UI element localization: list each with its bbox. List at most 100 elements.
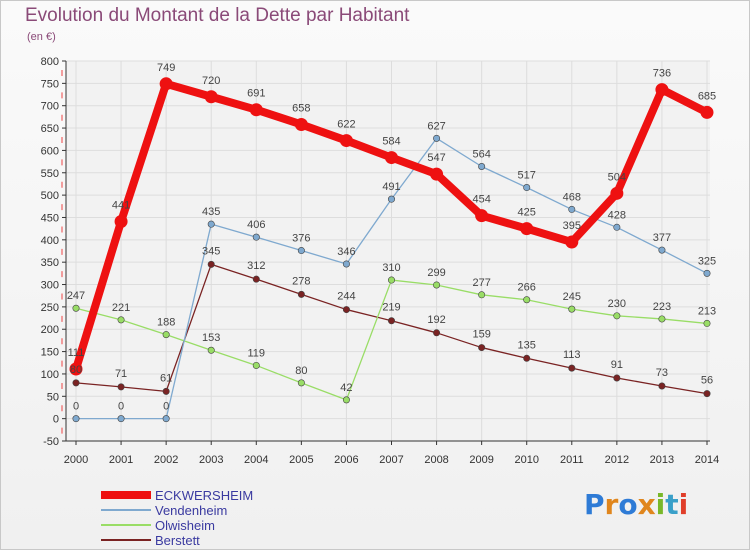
logo-letter: i	[678, 488, 689, 521]
data-label: 627	[427, 120, 445, 132]
data-point	[703, 319, 711, 327]
y-tick-label: 50	[47, 391, 59, 403]
data-point	[613, 374, 621, 382]
data-point	[610, 186, 624, 200]
data-label: 428	[608, 209, 626, 221]
data-point	[658, 382, 666, 390]
data-label: 71	[115, 368, 127, 380]
data-point	[297, 379, 305, 387]
logo-letter: t	[665, 488, 679, 521]
data-point	[204, 90, 218, 104]
data-label: 42	[340, 382, 352, 394]
data-point	[658, 315, 666, 323]
data-point	[69, 362, 83, 376]
logo-letter: x	[637, 488, 656, 521]
x-tick-label: 2008	[424, 454, 448, 466]
logo-letter: r	[604, 488, 619, 521]
data-point	[72, 415, 80, 423]
y-tick-label: 800	[41, 56, 59, 68]
data-point	[478, 291, 486, 299]
legend-swatch	[101, 509, 151, 511]
data-point	[252, 233, 260, 241]
data-label: 491	[382, 181, 400, 193]
data-point	[207, 346, 215, 354]
data-label: 230	[608, 298, 626, 310]
data-label: 91	[611, 359, 623, 371]
data-point	[565, 235, 579, 249]
data-point	[568, 205, 576, 213]
data-label: 720	[202, 75, 220, 87]
proxiti-logo: Proxiti	[584, 488, 688, 521]
x-tick-label: 2010	[514, 454, 538, 466]
data-label: 192	[427, 314, 445, 326]
data-label: 454	[472, 194, 490, 206]
legend-swatch	[101, 539, 151, 541]
data-label: 622	[337, 119, 355, 131]
y-tick-label: 0	[53, 414, 59, 426]
data-point	[207, 260, 215, 268]
data-point	[114, 214, 128, 228]
y-tick-label: 700	[41, 101, 59, 113]
chart-title: Evolution du Montant de la Dette par Hab…	[25, 5, 410, 26]
data-label: 73	[656, 367, 668, 379]
data-label: 299	[427, 267, 445, 279]
legend-label: Vendenheim	[155, 503, 228, 518]
legend-label: Berstett	[155, 533, 200, 548]
data-label: 221	[112, 302, 130, 314]
data-point	[162, 387, 170, 395]
data-label: 113	[563, 349, 581, 361]
x-tick-label: 2013	[650, 454, 674, 466]
data-label: 685	[698, 90, 716, 102]
plot-area	[66, 61, 710, 441]
data-label: 61	[160, 372, 172, 384]
data-label: 517	[518, 170, 536, 182]
data-point	[523, 354, 531, 362]
data-point	[613, 223, 621, 231]
data-point	[387, 276, 395, 284]
data-point	[478, 163, 486, 171]
data-point	[613, 312, 621, 320]
logo-letter: i	[655, 488, 666, 521]
data-point	[159, 77, 173, 91]
x-tick-label: 2000	[64, 454, 88, 466]
data-label: 312	[247, 260, 265, 272]
data-label: 278	[292, 275, 310, 287]
data-point	[342, 260, 350, 268]
data-label: 406	[247, 219, 265, 231]
data-label: 468	[563, 191, 581, 203]
data-label: 395	[563, 220, 581, 232]
data-point	[294, 117, 308, 131]
data-label: 325	[698, 255, 716, 267]
legend-label: ECKWERSHEIM	[155, 488, 254, 503]
legend-swatch	[101, 491, 151, 499]
data-label: 213	[698, 305, 716, 317]
data-point	[475, 209, 489, 223]
data-point	[433, 134, 441, 142]
y-tick-label: 500	[41, 190, 59, 202]
data-label: 219	[382, 302, 400, 314]
data-point	[117, 415, 125, 423]
data-point	[655, 83, 669, 97]
data-label: 310	[382, 262, 400, 274]
x-tick-label: 2009	[469, 454, 493, 466]
data-label: 0	[73, 401, 79, 413]
x-tick-label: 2003	[199, 454, 223, 466]
data-label: 245	[563, 291, 581, 303]
data-point	[523, 296, 531, 304]
data-point	[72, 304, 80, 312]
data-label: 135	[518, 339, 536, 351]
data-point	[478, 344, 486, 352]
data-label: 691	[247, 88, 265, 100]
logo-letter: o	[618, 488, 638, 521]
data-label: 504	[608, 171, 626, 183]
data-label: 80	[295, 365, 307, 377]
data-label: 435	[202, 206, 220, 218]
data-point	[252, 361, 260, 369]
data-label: 0	[118, 401, 124, 413]
data-label: 547	[427, 152, 445, 164]
data-point	[297, 247, 305, 255]
data-point	[387, 317, 395, 325]
data-label: 119	[248, 347, 266, 359]
data-label: 584	[382, 136, 400, 148]
data-point	[342, 306, 350, 314]
